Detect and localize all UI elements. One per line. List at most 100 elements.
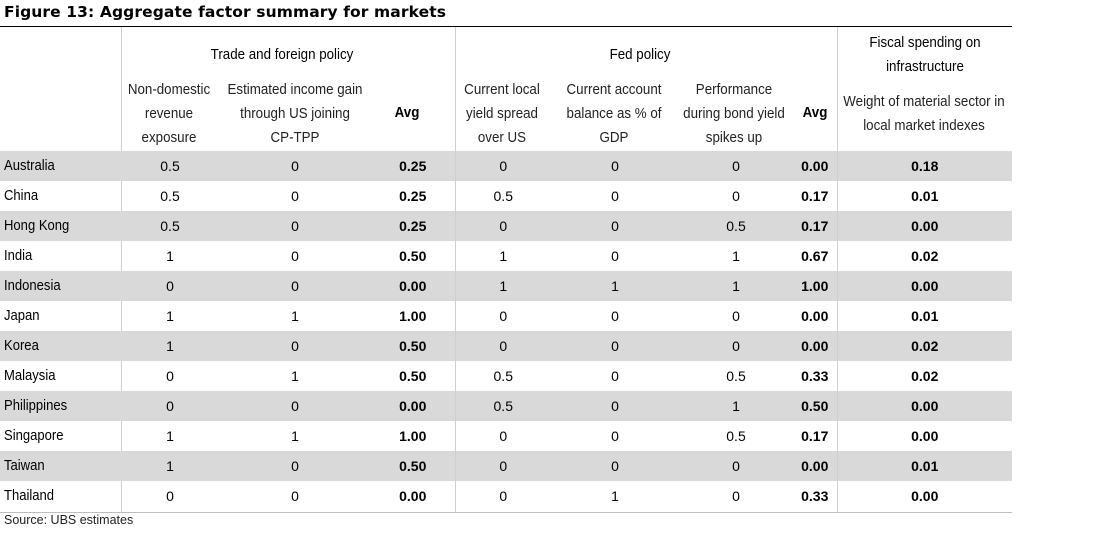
market-name: Philippines: [0, 391, 121, 421]
table-cell: 0: [611, 188, 619, 204]
column-divider: [121, 27, 122, 513]
table-cell: 0: [454, 211, 551, 241]
market-label: Korea: [4, 338, 39, 354]
table-cell: 0: [551, 331, 679, 361]
table-cell: 0.00: [801, 308, 829, 324]
market-name: China: [0, 181, 121, 211]
market-label: Thailand: [4, 488, 55, 504]
table-cell: 0.00: [836, 421, 1012, 451]
table-cell: 0.17: [793, 211, 837, 241]
table-cell: 0.00: [371, 271, 455, 301]
market-label: Japan: [4, 308, 40, 324]
market-label: Malaysia: [4, 368, 56, 384]
table-row: China 0.5 0 0.25 0.5 0 0 0.17 0.01: [0, 181, 1012, 211]
table-cell: 0: [611, 248, 619, 264]
market-name: Korea: [0, 331, 121, 361]
table-cell: 0: [166, 368, 174, 384]
group-header-fiscal: Fiscal spending on infrastructure: [847, 31, 1003, 79]
table-cell: 0.5: [454, 361, 551, 391]
market-label: Hong Kong: [4, 218, 70, 234]
table-cell: 0: [611, 368, 619, 384]
market-label: Australia: [4, 158, 55, 174]
table-cell: 0.00: [836, 211, 1012, 241]
table-cell: 0: [291, 488, 299, 504]
table-cell: 0: [611, 308, 619, 324]
table-cell: 0.18: [836, 151, 1012, 181]
table-cell: 0: [551, 451, 679, 481]
table-cell: 0.01: [836, 451, 1012, 481]
table-cell: 0.00: [399, 488, 427, 504]
market-name: Taiwan: [0, 451, 121, 481]
table-cell: 0.25: [371, 211, 455, 241]
market-label: China: [4, 188, 39, 204]
table-cell: 0.01: [836, 181, 1012, 211]
table-cell: 0.00: [836, 391, 1012, 421]
header-performance: Performance during bond yield spikes up: [683, 82, 785, 146]
market-label: Indonesia: [4, 278, 61, 294]
table-cell: 0: [166, 488, 174, 504]
table-cell: 0: [219, 271, 371, 301]
header-material-weight: Weight of material sector in local marke…: [843, 94, 1005, 134]
table-cell: 0.02: [836, 361, 1012, 391]
table-cell: 0.17: [801, 188, 829, 204]
table-row: Japan 1 1 1.00 0 0 0 0.00 0.01: [0, 301, 1012, 331]
table-cell: 0: [121, 271, 219, 301]
table-cell: 0: [291, 248, 299, 264]
table-cell: 1: [291, 308, 299, 324]
table-cell: 1: [611, 488, 619, 504]
table-cell: 0: [219, 211, 371, 241]
market-name: Japan: [0, 301, 121, 331]
table-row: Hong Kong 0.5 0 0.25 0 0 0.5 0.17 0.00: [0, 211, 1012, 241]
header-avg-fed: Avg: [802, 105, 828, 121]
table-cell: 0.5: [454, 181, 551, 211]
table-cell: 1: [291, 428, 299, 444]
table-cell: 0: [454, 301, 551, 331]
table-cell: 0.25: [399, 188, 427, 204]
table-cell: 0.5: [121, 151, 219, 181]
table-cell: 0.00: [793, 151, 837, 181]
table-cell: 0.5: [679, 211, 793, 241]
table-row: Philippines 0 0 0.00 0.5 0 1 0.50 0.00: [0, 391, 1012, 421]
table-cell: 1: [551, 271, 679, 301]
group-header-trade: Trade and foreign policy: [210, 47, 354, 63]
header-avg-trade: Avg: [394, 105, 420, 121]
table-cell: 1: [454, 241, 551, 271]
table-cell: 0: [551, 391, 679, 421]
table-cell: 0: [454, 481, 551, 511]
table-cell: 0: [679, 331, 793, 361]
table-cell: 0.5: [121, 211, 219, 241]
table-cell: 0.50: [793, 391, 837, 421]
market-name: Australia: [0, 151, 121, 181]
table-cell: 1: [166, 428, 174, 444]
market-name: Thailand: [0, 481, 121, 511]
table-cell: 0.00: [793, 451, 837, 481]
table-cell: 0.02: [836, 241, 1012, 271]
table-row: Indonesia 0 0 0.00 1 1 1 1.00 0.00: [0, 271, 1012, 301]
table-cell: 0: [219, 331, 371, 361]
table-cell: 0: [219, 151, 371, 181]
header-nondomestic-revenue: Non-domestic revenue exposure: [127, 82, 211, 146]
table-cell: 0.50: [399, 248, 427, 264]
market-name: Hong Kong: [0, 211, 121, 241]
group-header-fiscal-line1: Fiscal spending on: [869, 35, 981, 51]
table-cell: 0: [219, 391, 371, 421]
table-cell: 0: [611, 428, 619, 444]
market-label: Singapore: [4, 428, 64, 444]
table-cell: 0: [454, 331, 551, 361]
table-cell: 0.5: [726, 368, 746, 384]
market-label: Taiwan: [4, 458, 45, 474]
header-yield-spread: Current local yield spread over US: [464, 82, 540, 146]
table-cell: 0.5: [160, 188, 180, 204]
table-cell: 0: [121, 391, 219, 421]
table-cell: 0: [551, 151, 679, 181]
table-cell: 0.5: [454, 391, 551, 421]
table-bottom-rule: [0, 512, 1012, 513]
market-name: Singapore: [0, 421, 121, 451]
table-cell: 1: [291, 368, 299, 384]
table-row: Taiwan 1 0 0.50 0 0 0 0.00 0.01: [0, 451, 1012, 481]
table-cell: 0.50: [371, 331, 455, 361]
header-current-account: Current account balance as % of GDP: [566, 82, 662, 146]
table-cell: 0.5: [726, 428, 746, 444]
source-note: Source: UBS estimates: [4, 513, 134, 527]
table-row: Thailand 0 0 0.00 0 1 0 0.33 0.00: [0, 481, 1012, 511]
